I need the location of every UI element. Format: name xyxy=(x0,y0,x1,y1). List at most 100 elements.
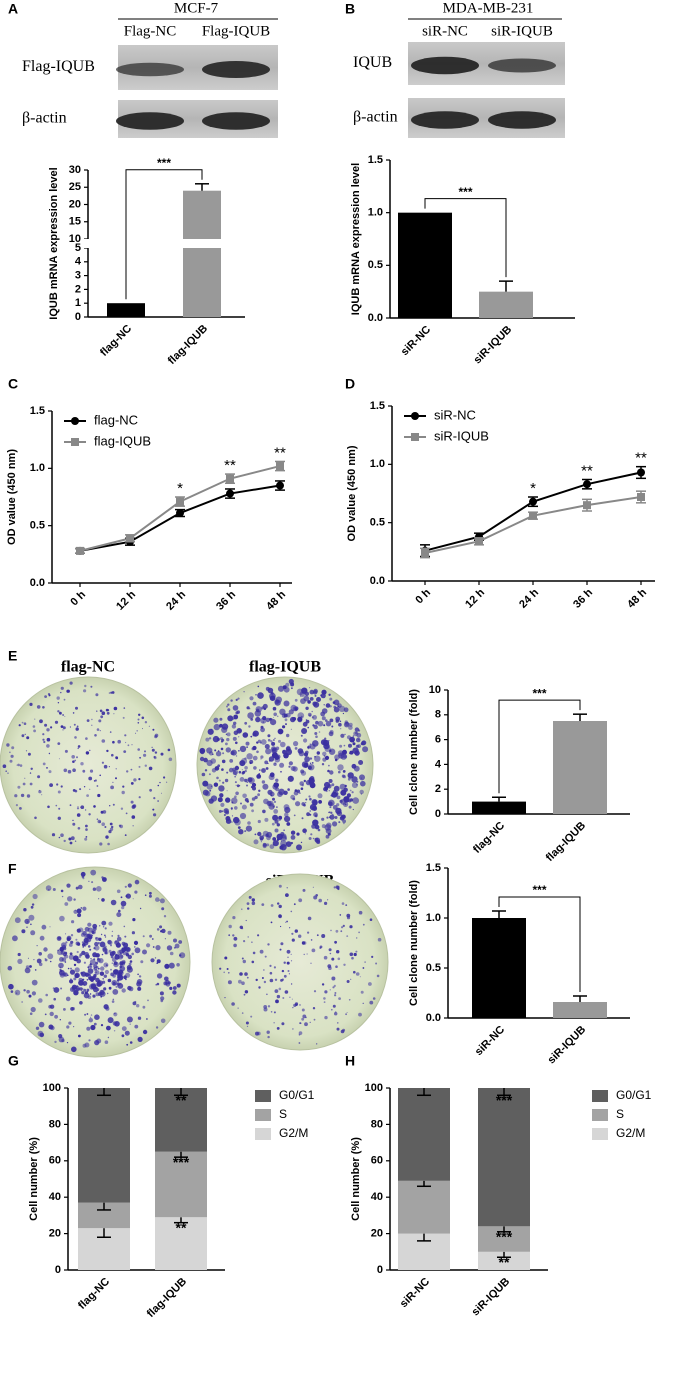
colony-dot xyxy=(292,1028,294,1030)
colony-dot xyxy=(334,994,337,997)
colony-dot xyxy=(74,759,77,762)
colony-dot xyxy=(129,960,133,963)
colony-dot xyxy=(246,746,249,748)
colony-dot xyxy=(132,898,134,900)
colony-dot xyxy=(17,763,20,767)
colony-dot xyxy=(333,886,336,889)
colony-dot xyxy=(44,958,48,962)
colony-dot xyxy=(221,810,224,813)
colony-dot xyxy=(96,886,102,892)
colony-dot xyxy=(227,980,232,985)
colony-dot xyxy=(147,999,149,1002)
colony-dot xyxy=(328,790,330,792)
colony-dot xyxy=(208,798,214,804)
colony-dot xyxy=(90,958,92,960)
colony-dot xyxy=(348,999,351,1001)
point xyxy=(176,497,184,506)
colony-dot xyxy=(255,716,261,723)
colony-dot xyxy=(48,770,52,774)
colony-dot xyxy=(243,940,246,943)
x-tick-label: 48 h xyxy=(264,588,288,612)
colony-dot xyxy=(14,794,18,798)
colony-dot xyxy=(21,929,26,934)
colony-dot xyxy=(140,960,144,964)
colony-dot xyxy=(113,1030,116,1032)
colony-dot xyxy=(242,959,246,964)
colony-dot xyxy=(239,777,245,782)
colony-dot xyxy=(81,950,86,956)
colony-dot xyxy=(92,887,97,891)
colony-dot xyxy=(284,815,291,823)
colony-dot xyxy=(75,706,78,710)
colony-dot xyxy=(279,762,285,768)
colony-dot xyxy=(244,972,248,976)
colony-dot xyxy=(154,957,157,959)
y-tick-label: 20 xyxy=(69,198,81,210)
colony-dot xyxy=(316,751,320,755)
colony-dot xyxy=(330,929,332,932)
colony-dot xyxy=(280,979,283,982)
colony-dot xyxy=(273,1011,276,1014)
x-tick-label: 36 h xyxy=(214,588,238,612)
colony-dot xyxy=(241,908,243,910)
legend-label: flag-IQUB xyxy=(94,433,151,448)
colony-dot xyxy=(335,929,339,933)
colony-dot xyxy=(54,720,59,724)
colony-dot xyxy=(244,769,247,773)
colony-dot xyxy=(90,1014,93,1016)
bar xyxy=(398,212,452,318)
y-tick-label: 6 xyxy=(435,734,441,746)
colony-dot xyxy=(76,756,78,759)
lane-label: Flag-NC xyxy=(124,23,177,39)
colony-dot xyxy=(241,1012,244,1014)
colony-dot xyxy=(340,1029,345,1034)
colony-dot xyxy=(208,773,211,776)
colony-dot xyxy=(56,783,59,786)
colony-dot xyxy=(161,907,165,911)
colony-dot xyxy=(73,990,79,996)
colony-dot xyxy=(247,821,251,825)
blot-band xyxy=(202,61,270,78)
point xyxy=(176,509,184,518)
colony-dot xyxy=(284,812,289,817)
colony-dot xyxy=(105,949,108,952)
colony-dot xyxy=(242,793,247,799)
colony-dot xyxy=(85,751,90,755)
colony-dot xyxy=(77,745,81,748)
colony-dot xyxy=(68,1021,72,1025)
legend-marker xyxy=(411,412,419,420)
colony-dot xyxy=(351,956,354,960)
colony-dot xyxy=(251,797,256,801)
colony-dot xyxy=(343,822,345,825)
colony-dot xyxy=(76,807,80,810)
colony-dot xyxy=(15,804,18,807)
colony-dot xyxy=(132,918,136,922)
colony-dot xyxy=(239,760,246,767)
colony-dot xyxy=(100,1024,104,1027)
colony-dot xyxy=(287,775,294,782)
colony-dot xyxy=(345,904,348,906)
colony-dot xyxy=(294,929,298,933)
colony-dot xyxy=(329,814,335,820)
panel-letter: C xyxy=(8,376,18,392)
colony-dot xyxy=(101,876,104,879)
colony-dot xyxy=(131,815,136,819)
colony-dot xyxy=(152,946,155,948)
bar-segment xyxy=(155,1217,207,1270)
colony-dot xyxy=(231,724,237,729)
colony-dot xyxy=(331,783,335,787)
colony-dot xyxy=(131,931,135,935)
colony-dot xyxy=(249,708,251,710)
colony-dot xyxy=(347,772,354,779)
colony-dot xyxy=(329,806,332,809)
colony-dot xyxy=(221,759,226,764)
colony-dot xyxy=(285,921,287,923)
colony-dot xyxy=(144,721,148,724)
colony-dot xyxy=(245,1021,249,1025)
colony-dot xyxy=(21,721,24,724)
colony-dot xyxy=(318,800,322,804)
colony-dot xyxy=(330,811,333,814)
colony-dot xyxy=(309,687,311,689)
colony-dot xyxy=(233,730,239,736)
colony-dot xyxy=(24,918,30,925)
